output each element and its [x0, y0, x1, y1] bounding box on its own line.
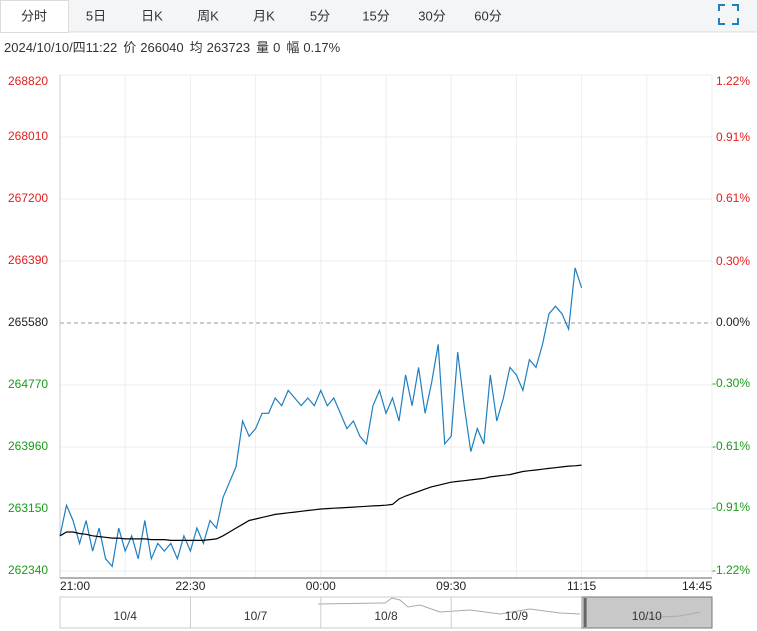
info-label: 均 [190, 40, 203, 55]
tab[interactable]: 日K [141, 8, 163, 23]
tab-active-bg [0, 0, 69, 33]
tab[interactable]: 5日 [86, 8, 106, 23]
x-tick-label: 00:00 [306, 579, 336, 593]
info-value: 0 [273, 40, 280, 55]
y2-tick-label: -1.22% [712, 563, 750, 577]
info-label: 量 [256, 40, 269, 55]
y-tick-label: 265580 [8, 315, 48, 329]
fullscreen-icon[interactable] [718, 4, 739, 25]
y2-tick-label: -0.61% [712, 439, 750, 453]
navigator-label: 10/8 [374, 609, 398, 623]
info-datetime: 2024/10/10/四11:22 [4, 40, 117, 55]
y-tick-label: 268010 [8, 129, 48, 143]
x-tick-label: 09:30 [436, 579, 466, 593]
y-tick-label: 264770 [8, 377, 48, 391]
y2-tick-label: -0.30% [712, 376, 750, 390]
info-value: 0.17% [303, 40, 340, 55]
series-line [59, 267, 583, 568]
navigator-sparkline [317, 597, 701, 621]
y2-tick-label: 0.00% [716, 315, 750, 329]
tab-bar [0, 0, 757, 32]
y2-tick-label: 0.30% [716, 254, 750, 268]
y-tick-label: 266390 [8, 253, 48, 267]
tab[interactable]: 15分 [362, 8, 389, 23]
y-tick-label: 267200 [8, 191, 48, 205]
navigator-handle[interactable] [583, 598, 587, 627]
navigator-label: 10/4 [114, 609, 138, 623]
navigator-label: 10/10 [632, 609, 662, 623]
x-tick-label: 21:00 [60, 579, 90, 593]
info-label: 价 [123, 40, 136, 55]
tab[interactable]: 月K [253, 8, 275, 23]
info-label: 幅 [286, 40, 299, 55]
y-tick-label: 262340 [8, 563, 48, 577]
y-tick-label: 263960 [8, 439, 48, 453]
y2-tick-label: 1.22% [716, 74, 750, 88]
y2-tick-label: -0.91% [712, 500, 750, 514]
tab[interactable]: 周K [197, 8, 219, 23]
x-tick-label: 14:45 [682, 579, 712, 593]
tab[interactable]: 分时 [21, 8, 47, 23]
x-tick-label: 11:15 [567, 579, 596, 593]
x-tick-label: 22:30 [175, 579, 205, 593]
tab[interactable]: 5分 [310, 8, 330, 23]
info-value: 266040 [140, 40, 183, 55]
y-tick-label: 263150 [8, 501, 48, 515]
navigator-label: 10/9 [505, 609, 529, 623]
info-value: 263723 [207, 40, 250, 55]
tab[interactable]: 30分 [418, 8, 445, 23]
navigator-label: 10/7 [244, 609, 268, 623]
y-tick-label: 268820 [8, 74, 48, 88]
y2-tick-label: 0.61% [716, 191, 750, 205]
tab[interactable]: 60分 [474, 8, 501, 23]
series-line [59, 464, 582, 541]
y2-tick-label: 0.91% [716, 130, 750, 144]
info-line: 2024/10/10/四11:22 价 266040 均 263723 量 0 幅 0.17% [4, 40, 341, 55]
